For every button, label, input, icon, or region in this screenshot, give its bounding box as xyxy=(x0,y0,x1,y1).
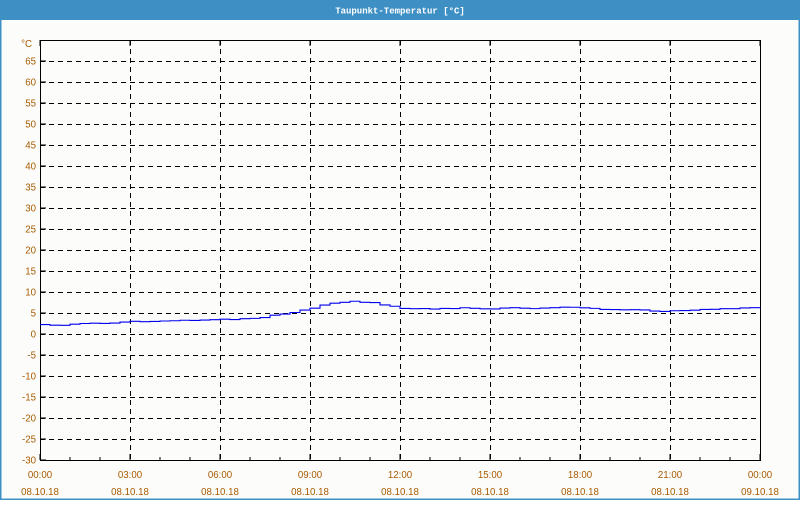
svg-text:35: 35 xyxy=(25,182,36,193)
svg-text:10: 10 xyxy=(25,287,36,298)
svg-text:-5: -5 xyxy=(27,350,36,361)
svg-text:09.10.18: 09.10.18 xyxy=(741,487,779,498)
svg-text:45: 45 xyxy=(25,140,36,151)
svg-text:30: 30 xyxy=(25,203,36,214)
svg-text:0: 0 xyxy=(31,329,37,340)
svg-text:-15: -15 xyxy=(22,392,36,403)
svg-text:00:00: 00:00 xyxy=(28,470,53,481)
svg-text:25: 25 xyxy=(25,224,36,235)
svg-text:-20: -20 xyxy=(22,413,37,424)
svg-text:65: 65 xyxy=(25,56,36,67)
svg-text:40: 40 xyxy=(25,161,36,172)
svg-text:08.10.18: 08.10.18 xyxy=(291,487,329,498)
svg-text:00:00: 00:00 xyxy=(748,470,773,481)
svg-text:55: 55 xyxy=(25,98,36,109)
svg-text:08.10.18: 08.10.18 xyxy=(651,487,689,498)
svg-text:18:00: 18:00 xyxy=(568,470,593,481)
svg-text:08.10.18: 08.10.18 xyxy=(561,487,599,498)
svg-text:20: 20 xyxy=(25,245,36,256)
svg-text:21:00: 21:00 xyxy=(658,470,683,481)
svg-text:50: 50 xyxy=(25,119,36,130)
svg-text:08.10.18: 08.10.18 xyxy=(111,487,149,498)
svg-text:Taupunkt-Temperatur [°C]: Taupunkt-Temperatur [°C] xyxy=(335,7,465,17)
svg-text:-30: -30 xyxy=(22,455,37,466)
svg-text:-10: -10 xyxy=(22,371,37,382)
svg-text:°C: °C xyxy=(21,39,32,50)
svg-text:08.10.18: 08.10.18 xyxy=(471,487,509,498)
svg-text:08.10.18: 08.10.18 xyxy=(381,487,419,498)
svg-text:08.10.18: 08.10.18 xyxy=(201,487,239,498)
svg-text:15: 15 xyxy=(25,266,36,277)
svg-text:03:00: 03:00 xyxy=(118,470,143,481)
svg-text:15:00: 15:00 xyxy=(478,470,503,481)
svg-text:08.10.18: 08.10.18 xyxy=(21,487,59,498)
svg-text:12:00: 12:00 xyxy=(388,470,413,481)
svg-text:60: 60 xyxy=(25,77,36,88)
svg-text:5: 5 xyxy=(31,308,36,319)
svg-text:09:00: 09:00 xyxy=(298,470,323,481)
svg-text:-25: -25 xyxy=(22,434,36,445)
svg-text:06:00: 06:00 xyxy=(208,470,233,481)
